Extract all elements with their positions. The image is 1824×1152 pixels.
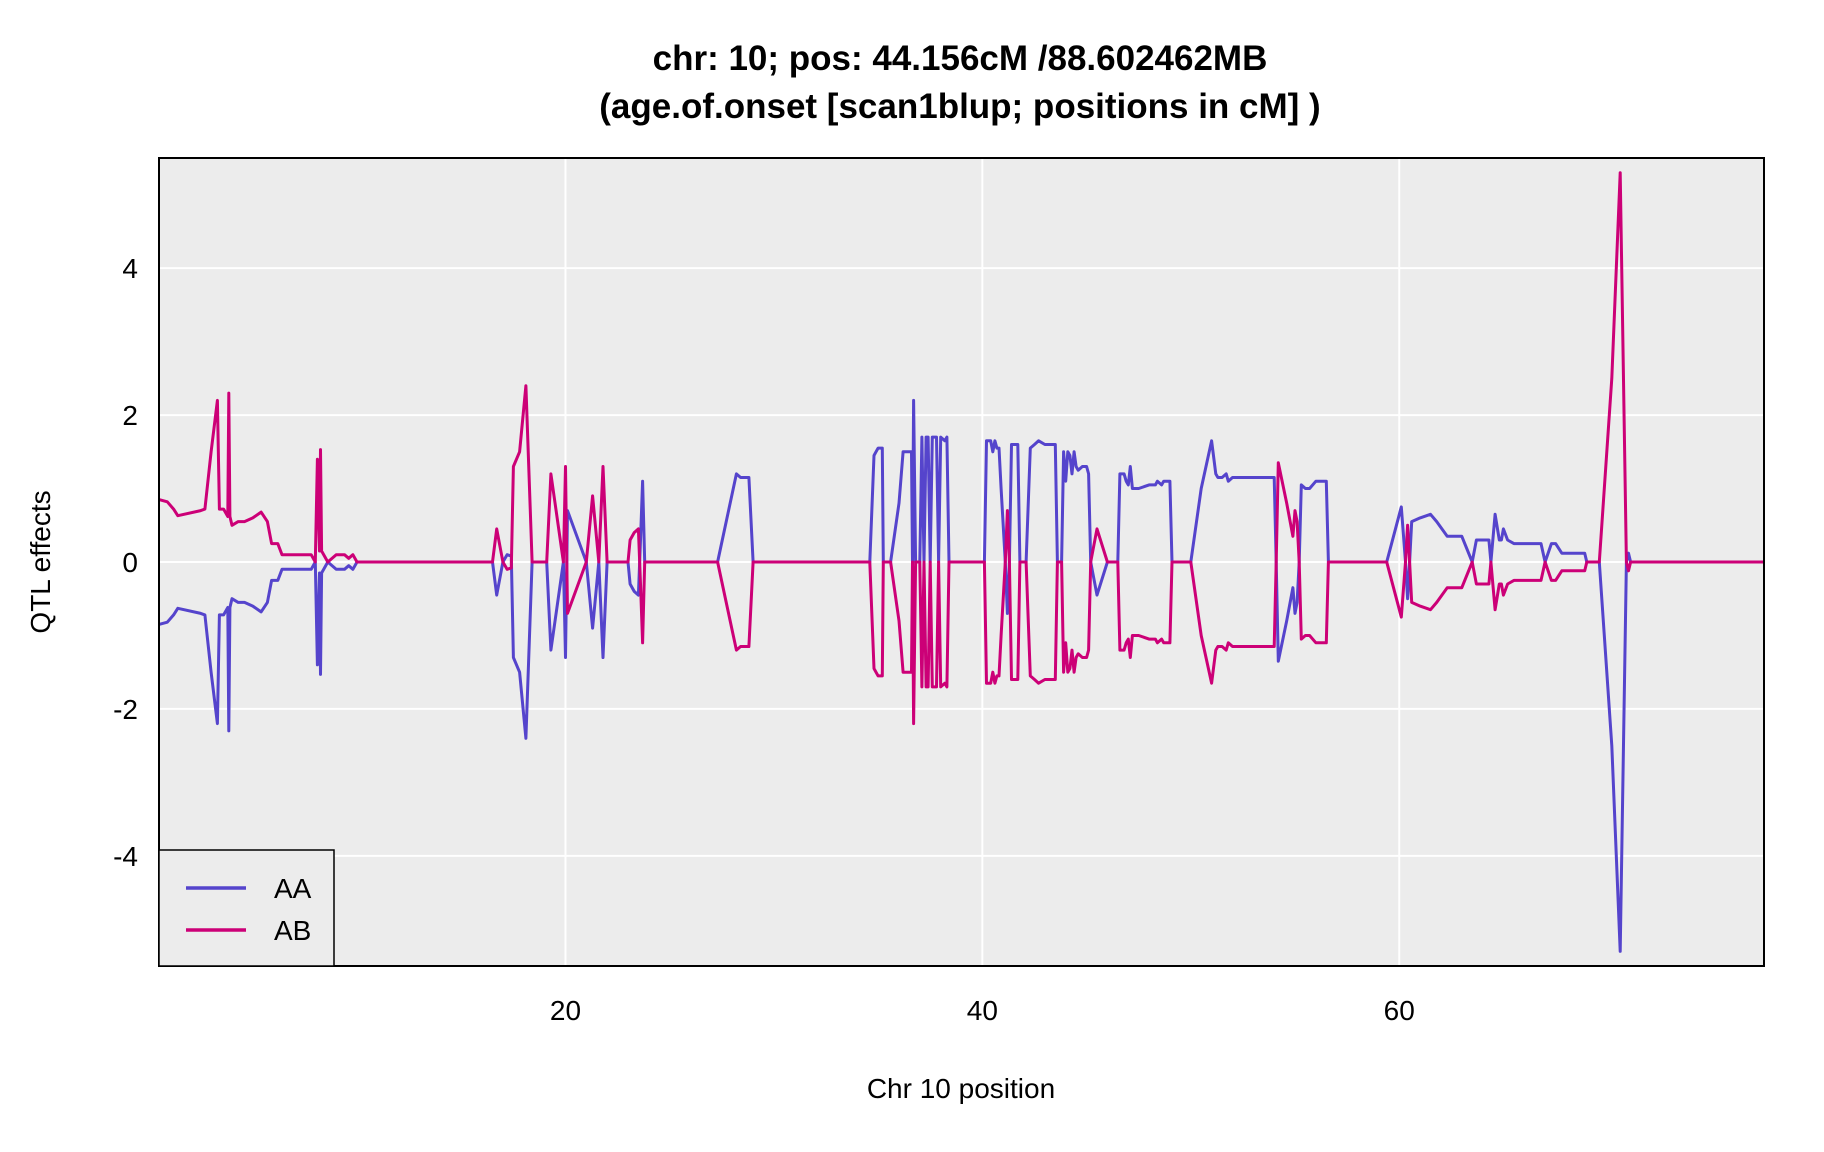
legend-box [158,849,335,967]
y-tick-label: -4 [113,841,138,872]
series-line-ab [158,171,1764,726]
x-tick-label: 20 [550,995,581,1026]
series-layer [158,171,1764,953]
x-axis-ticks: 20 40 60 [550,995,1415,1026]
x-axis-label: Chr 10 position [867,1073,1055,1104]
y-tick-label: 4 [122,253,138,284]
y-tick-label: 0 [122,547,138,578]
legend-label-aa: AA [274,873,312,904]
y-tick-label: -2 [113,694,138,725]
series-line-aa [158,398,1764,953]
chart-title-line1: chr: 10; pos: 44.156cM /88.602462MB [653,39,1268,78]
y-axis-label: QTL effects [25,490,56,633]
y-axis-ticks: -4 -2 0 2 4 [113,253,138,872]
x-tick-label: 60 [1384,995,1415,1026]
x-tick-label: 40 [967,995,998,1026]
chart-title-line2: (age.of.onset [scan1blup; positions in c… [599,87,1320,126]
legend: AA AB [158,849,335,967]
legend-label-ab: AB [274,915,311,946]
y-tick-label: 2 [122,400,138,431]
plot-border [158,157,1765,967]
